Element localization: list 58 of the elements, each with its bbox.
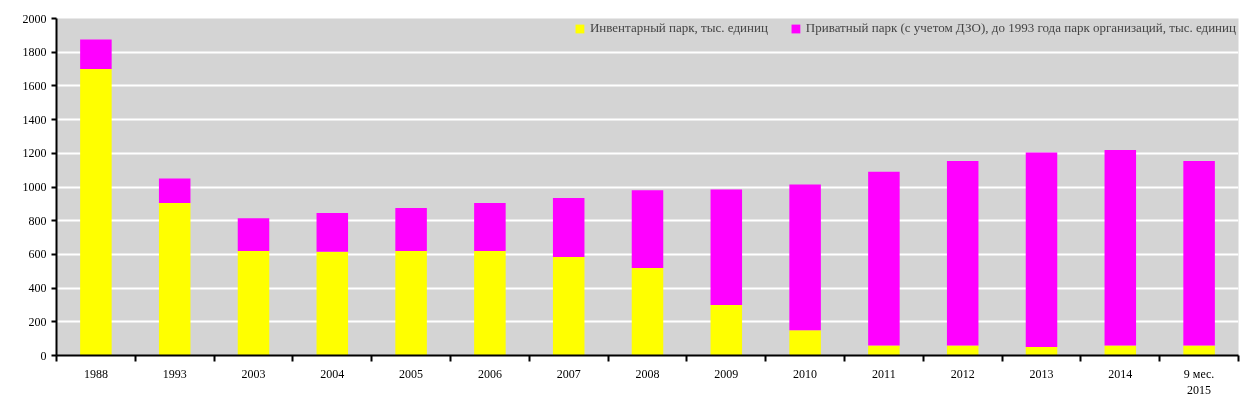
y-tick-label: 400	[28, 281, 47, 296]
bar	[237, 218, 270, 252]
bar	[316, 251, 349, 356]
y-tick-label: 200	[28, 314, 47, 329]
bar	[552, 256, 585, 356]
x-tick-label: 2009	[714, 366, 739, 381]
bar	[80, 69, 112, 356]
y-tick-label: 600	[28, 247, 47, 262]
x-tick-label: 2007	[556, 366, 581, 381]
x-tick-label: 2006	[477, 366, 502, 381]
legend-label: Приватный парк (с учетом ДЗО), до 1993 года парк организаций, тыс. единиц	[805, 20, 1236, 36]
bar	[237, 251, 270, 356]
bar	[1183, 345, 1215, 356]
x-tick-label: 2003	[241, 366, 266, 381]
x-tick-label: 2008	[635, 366, 660, 381]
x-tick-label: 9 мес. 2015	[1183, 366, 1215, 398]
bar	[710, 189, 743, 305]
y-tick-label: 1600	[22, 78, 47, 93]
x-tick-label: 1993	[162, 366, 187, 381]
bar	[474, 203, 506, 252]
x-tick-label: 1988	[83, 366, 108, 381]
x-tick-label: 2014	[1108, 366, 1133, 381]
x-tick-label: 2010	[793, 366, 818, 381]
bar	[552, 197, 585, 257]
bar	[946, 345, 979, 356]
x-tick-label: 2004	[320, 366, 345, 381]
bar	[158, 203, 191, 356]
bar	[789, 330, 821, 356]
y-tick-label: 800	[28, 213, 47, 228]
y-tick-label: 1200	[22, 146, 47, 161]
bar	[631, 267, 664, 356]
bar	[395, 251, 427, 356]
bar	[158, 178, 191, 204]
bar	[1183, 160, 1215, 346]
bar	[1025, 347, 1058, 356]
x-tick-label: 2013	[1029, 366, 1054, 381]
bar	[710, 304, 743, 356]
bar	[1025, 152, 1058, 348]
x-tick-label: 2005	[399, 366, 424, 381]
bar	[631, 190, 664, 268]
bar	[474, 251, 506, 356]
bar	[1104, 149, 1137, 346]
y-tick-label: 1800	[22, 45, 47, 60]
bar	[316, 213, 349, 252]
x-tick-label: 2011	[872, 366, 896, 381]
legend-label: Инвентарный парк, тыс. единиц	[589, 20, 768, 36]
bar	[946, 160, 979, 346]
x-tick-label: 2012	[950, 366, 975, 381]
bar	[789, 184, 821, 331]
bar	[868, 171, 900, 346]
y-tick-label: 1000	[22, 180, 47, 194]
bar	[80, 39, 112, 70]
y-tick-label: 1400	[22, 112, 47, 127]
bar	[1104, 345, 1137, 356]
bar	[868, 345, 900, 356]
bar	[395, 208, 427, 252]
y-tick-label: 2000	[22, 11, 47, 26]
y-tick-label: 0	[40, 348, 47, 363]
